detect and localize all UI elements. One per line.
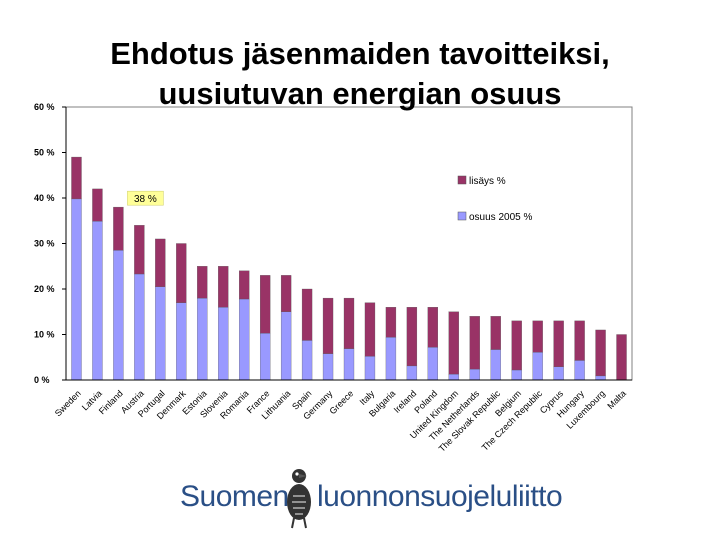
y-tick-label: 30 % [34,239,55,249]
bar-osuus-2005 [595,375,606,381]
bar-lisays [218,266,229,308]
bar-osuus-2005 [71,198,82,381]
bar-lisays [322,297,334,354]
bar-osuus-2005 [134,273,145,381]
bar-lisays [448,311,459,375]
bar-lisays [427,307,439,348]
bar-osuus-2005 [197,297,208,381]
annotation-box [127,190,164,206]
logo-word-luonnonsuojeluliitto: luonnonsuojeluliitto [317,480,563,513]
bar-lisays [469,316,480,370]
y-tick-label: 40 % [34,193,55,203]
bar-osuus-2005 [301,340,313,381]
x-tick-label: Malta [605,388,628,411]
bar-lisays [113,206,124,251]
bar-lisays [553,320,564,367]
bar-lisays [511,320,522,371]
bar-osuus-2005 [280,311,292,381]
annotation-label: 38 % [134,194,157,205]
bar-lisays [155,238,166,287]
bar-lisays [197,266,208,299]
bar-osuus-2005 [155,286,166,381]
bar-osuus-2005 [553,366,564,381]
bar-lisays [406,307,418,367]
bar-osuus-2005 [427,347,439,381]
y-tick-label: 60 % [34,102,55,112]
legend-label: lisäys % [469,176,506,187]
bar-osuus-2005 [259,332,271,381]
bar-lisays [134,225,145,275]
bar-osuus-2005 [448,373,459,381]
y-tick-label: 10 % [34,330,55,340]
x-tick-label: Sweden [53,388,83,418]
bar-osuus-2005 [385,337,397,381]
bar-osuus-2005 [406,365,418,381]
bar-osuus-2005 [113,250,124,381]
bar-osuus-2005 [176,302,187,381]
legend-label: osuus 2005 % [469,212,532,223]
logo-word-suomen: Suomen [180,480,289,513]
slide-title: Ehdotus jäsenmaiden tavoitteiksi, uusiut… [40,34,680,114]
bar-lisays [616,334,627,381]
y-tick-label: 0 % [34,375,50,385]
title-line-2: uusiutuvan energian osuus [158,76,562,111]
bar-osuus-2005 [532,352,543,381]
bar-osuus-2005 [92,221,103,381]
x-tick-label: Finland [97,388,125,416]
bar-lisays [574,320,585,361]
bar-lisays [92,188,103,222]
bar-lisays [259,275,271,334]
bar-lisays [595,329,606,377]
bar-osuus-2005 [322,353,334,381]
bar-osuus-2005 [574,360,585,381]
bar-lisays [280,275,292,312]
bar-lisays [532,320,543,353]
bar-lisays [385,307,397,338]
bar-osuus-2005 [343,348,355,381]
bar-lisays [71,156,82,200]
organization-logo: Suomen luonnonsuojeluliitto [175,462,563,532]
bar-lisays [301,288,313,341]
bar-osuus-2005 [511,369,522,381]
bar-osuus-2005 [364,356,376,381]
bird-emblem-icon [287,469,311,529]
bar-lisays [239,270,250,300]
y-tick-label: 20 % [34,284,55,294]
x-tick-label: Greece [327,388,355,416]
title-line-1: Ehdotus jäsenmaiden tavoitteiksi, [110,36,610,71]
legend-swatch [457,211,467,221]
legend-swatch [457,175,467,185]
bar-osuus-2005 [218,307,229,381]
bar-osuus-2005 [469,368,480,381]
bar-lisays [176,243,187,303]
bar-lisays [490,316,501,350]
y-tick-label: 50 % [34,148,55,158]
bar-lisays [343,297,355,349]
bar-lisays [364,302,376,357]
bar-osuus-2005 [239,298,250,381]
stacked-bar-chart: 0 %10 %20 %30 %40 %50 %60 %SwedenLatviaF… [34,102,633,454]
bar-osuus-2005 [490,349,501,381]
